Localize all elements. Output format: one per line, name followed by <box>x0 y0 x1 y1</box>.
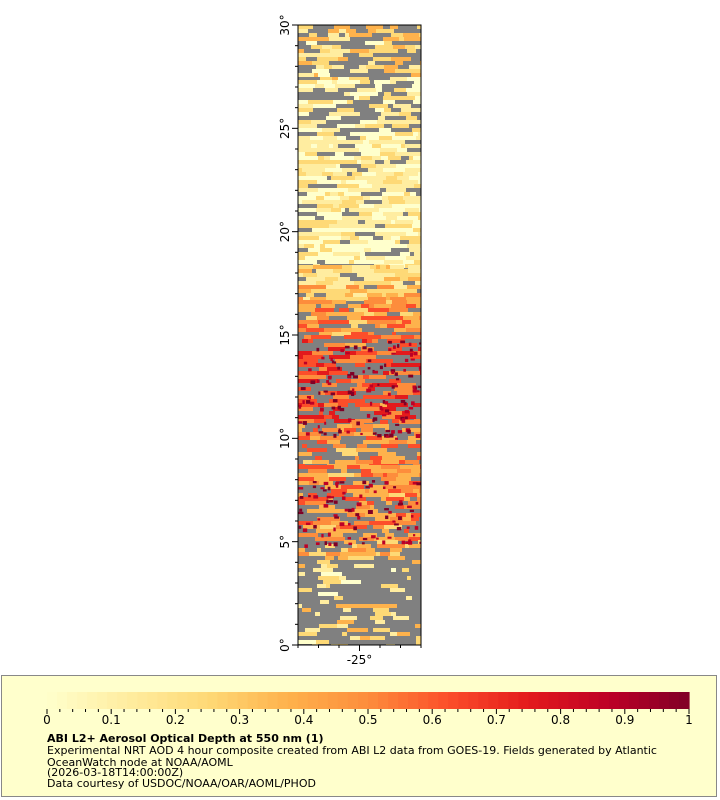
latitude-tick-label: 25° <box>278 118 292 139</box>
colorbar-swatch <box>347 692 359 709</box>
colorbar-swatch <box>267 692 279 709</box>
colorbar-swatch <box>147 692 158 709</box>
latitude-tick-label: 15° <box>278 324 292 345</box>
colorbar-swatch <box>628 692 640 709</box>
colorbar-swatch <box>77 692 88 709</box>
latitude-tick-label: 5° <box>278 535 292 549</box>
colorbar-swatch <box>257 692 269 709</box>
colorbar-swatch <box>317 692 329 709</box>
colorbar-swatch <box>207 692 219 709</box>
colorbar-swatch <box>197 692 209 709</box>
colorbar-swatch <box>418 692 429 709</box>
product-title: ABI L2+ Aerosol Optical Depth at 550 nm … <box>47 732 324 745</box>
colorbar-swatch <box>67 692 78 709</box>
colorbar-tick-label: 0.1 <box>102 713 121 727</box>
colorbar-swatch <box>528 692 540 709</box>
colorbar-tick-label: 0.8 <box>551 713 570 727</box>
colorbar-swatch <box>488 692 500 709</box>
colorbar-swatch <box>227 692 239 709</box>
colorbar-swatch <box>57 692 68 709</box>
colorbar-swatch <box>588 692 600 709</box>
colorbar-swatch <box>538 692 550 709</box>
colorbar-swatch <box>177 692 189 709</box>
colorbar-swatch <box>87 692 98 709</box>
colorbar-tick-label: 0.4 <box>294 713 313 727</box>
colorbar-swatch <box>287 692 299 709</box>
colorbar-swatch <box>337 692 349 709</box>
colorbar-tick-label: 0.2 <box>166 713 185 727</box>
colorbar-swatch <box>558 692 570 709</box>
colorbar-swatch <box>388 692 399 709</box>
colorbar-swatch <box>217 692 229 709</box>
longitude-axis: -25° <box>297 645 422 667</box>
colorbar-swatch <box>277 692 289 709</box>
colorbar-swatch <box>97 692 108 709</box>
colorbar-swatch <box>548 692 560 709</box>
colorbar-swatch <box>327 692 339 709</box>
colorbar-swatch <box>157 692 168 709</box>
colorbar-tick-label: 0 <box>43 713 51 727</box>
colorbar-tick-label: 1 <box>685 713 693 727</box>
colorbar-swatch <box>247 692 259 709</box>
latitude-tick-label: 0° <box>278 638 292 652</box>
colorbar-tick-label: 0.5 <box>358 713 377 727</box>
colorbar-swatch <box>518 692 530 709</box>
colorbar-swatch <box>137 692 148 709</box>
colorbar-swatch <box>237 692 249 709</box>
colorbar-swatch <box>508 692 520 709</box>
map-area: 0° 5° 10° 15° 20° 25° 30° -25° <box>0 0 720 672</box>
colorbar-swatch <box>498 692 510 709</box>
colorbar-swatch <box>127 692 138 709</box>
data-credit: Data courtesy of USDOC/NOAA/OAR/AOML/PHO… <box>47 777 316 790</box>
latitude-tick-label: 30° <box>278 14 292 35</box>
latitude-tick-label: 10° <box>278 428 292 449</box>
colorbar-swatch <box>568 692 580 709</box>
colorbar-swatch <box>438 692 449 709</box>
colorbar-swatch <box>448 692 459 709</box>
product-timestamp: (2026-03-18T14:00:00Z) <box>47 766 184 779</box>
colorbar-swatch <box>398 692 409 709</box>
colorbar-swatch <box>458 692 469 709</box>
colorbar-swatch <box>658 692 670 709</box>
colorbar-swatch <box>598 692 610 709</box>
colorbar-swatch <box>678 692 690 709</box>
colorbar-swatch <box>428 692 439 709</box>
colorbar-tick-label: 0.6 <box>423 713 442 727</box>
colorbar-swatch <box>408 692 419 709</box>
colorbar-swatch <box>47 692 58 709</box>
colorbar-swatch <box>368 692 379 709</box>
aod-map[interactable]: 0° 5° 10° 15° 20° 25° 30° -25° <box>0 0 720 672</box>
latitude-axis: 0° 5° 10° 15° 20° 25° 30° <box>278 14 298 652</box>
colorbar-swatch <box>378 692 389 709</box>
colorbar-swatch <box>297 692 309 709</box>
longitude-tick-label: -25° <box>347 653 373 667</box>
colorbar-swatch <box>468 692 479 709</box>
colorbar-tick-label: 0.3 <box>230 713 249 727</box>
product-source: OceanWatch node at NOAA/AOML <box>47 756 233 769</box>
colorbar-swatch <box>608 692 620 709</box>
colorbar-swatch <box>668 692 680 709</box>
colorbar-swatch <box>187 692 199 709</box>
latitude-tick-label: 20° <box>278 221 292 242</box>
colorbar-swatch <box>478 692 489 709</box>
colorbar-swatch <box>648 692 660 709</box>
colorbar-swatch <box>618 692 630 709</box>
colorbar-tick-label: 0.9 <box>615 713 634 727</box>
colorbar-swatch <box>357 692 369 709</box>
colorbar-swatch <box>578 692 590 709</box>
colorbar-swatch <box>117 692 128 709</box>
product-description: Experimental NRT AOD 4 hour composite cr… <box>47 744 657 757</box>
colorbar-swatch <box>638 692 650 709</box>
colorbar-tick-label: 0.7 <box>487 713 506 727</box>
colorbar-swatch <box>167 692 179 709</box>
colorbar-swatch <box>107 692 118 709</box>
aod-field <box>298 25 421 645</box>
colorbar-swatch <box>307 692 319 709</box>
